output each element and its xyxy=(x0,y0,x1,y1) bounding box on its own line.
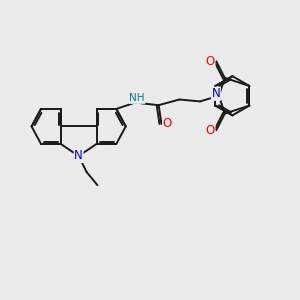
Text: O: O xyxy=(206,55,215,68)
Text: O: O xyxy=(163,118,172,130)
Text: N: N xyxy=(212,87,220,100)
Text: N: N xyxy=(74,149,83,163)
Text: O: O xyxy=(206,124,215,137)
Text: NH: NH xyxy=(129,93,145,103)
